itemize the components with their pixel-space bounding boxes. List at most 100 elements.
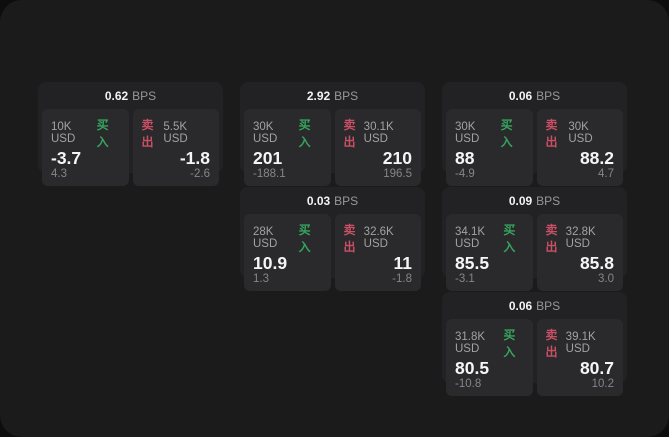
buy-panel-top: 10K USD 买入 [51, 116, 120, 150]
bps-suffix-label: BPS [334, 88, 359, 103]
sell-price: 11 [393, 253, 413, 273]
card-header: 2.92 BPS [244, 82, 421, 109]
buy-label: 买入 [298, 223, 311, 254]
card-body: 31.8K USD 买入 80.5 -10.8 卖出 39.1K USD 80.… [446, 319, 623, 396]
buy-label: 买入 [503, 223, 516, 254]
bps-value: 0.03 [306, 193, 331, 208]
card-body: 30K USD 买入 88 -4.9 卖出 30K USD 88.2 4.7 [446, 109, 623, 186]
buy-price: 85.5 [455, 253, 490, 273]
sell-price: -1.8 [179, 148, 210, 168]
card-header: 0.03 BPS [244, 187, 421, 214]
buy-label: 买入 [96, 118, 109, 149]
sell-panel-top: 卖出 39.1K USD [546, 326, 615, 360]
sell-delta: -1.8 [392, 272, 412, 285]
card-header: 0.06 BPS [446, 82, 623, 109]
sell-panel-top: 卖出 30K USD [546, 116, 615, 150]
sell-price: 80.7 [579, 358, 614, 378]
sell-delta: 4.7 [598, 167, 614, 180]
buy-panel[interactable]: 28K USD 买入 10.9 1.3 [244, 214, 331, 291]
buy-panel[interactable]: 30K USD 买入 88 -4.9 [446, 109, 533, 186]
bps-suffix-label: BPS [536, 298, 561, 313]
buy-panel-top: 34.1K USD 买入 [455, 221, 524, 255]
sell-panel-top: 卖出 5.5K USD [142, 116, 211, 150]
quote-card: 0.09 BPS 34.1K USD 买入 85.5 -3.1 卖出 [442, 187, 627, 291]
buy-panel-top: 30K USD 买入 [455, 116, 524, 150]
sell-panel-top: 卖出 32.6K USD [344, 221, 413, 255]
sell-size: 30K USD [568, 121, 593, 145]
sell-label: 卖出 [343, 223, 356, 254]
sell-panel-top: 卖出 32.8K USD [546, 221, 615, 255]
bps-suffix-label: BPS [536, 88, 561, 103]
buy-panel[interactable]: 30K USD 买入 201 -188.1 [244, 109, 331, 186]
buy-delta: -4.9 [455, 167, 475, 180]
quote-card: 0.06 BPS 30K USD 买入 88 -4.9 卖出 [442, 82, 627, 186]
sell-price: 85.8 [579, 253, 614, 273]
buy-price: 10.9 [253, 253, 288, 273]
card-body: 30K USD 买入 201 -188.1 卖出 30.1K USD 210 1… [244, 109, 421, 186]
sell-panel[interactable]: 卖出 30K USD 88.2 4.7 [536, 109, 623, 186]
sell-delta: 3.0 [598, 272, 614, 285]
bps-value: 2.92 [306, 88, 331, 103]
sell-label: 卖出 [545, 328, 558, 359]
buy-panel-top: 30K USD 买入 [253, 116, 322, 150]
sell-panel[interactable]: 卖出 32.8K USD 85.8 3.0 [536, 214, 623, 291]
sell-panel[interactable]: 卖出 32.6K USD 11 -1.8 [334, 214, 421, 291]
buy-panel[interactable]: 10K USD 买入 -3.7 4.3 [42, 109, 129, 186]
buy-label: 买入 [500, 118, 513, 149]
quote-card: 0.06 BPS 31.8K USD 买入 80.5 -10.8 卖 [442, 292, 627, 396]
bps-value: 0.06 [508, 298, 533, 313]
buy-delta: 4.3 [51, 167, 67, 180]
sell-panel[interactable]: 卖出 39.1K USD 80.7 10.2 [536, 319, 623, 396]
buy-delta: 1.3 [253, 272, 269, 285]
card-body: 10K USD 买入 -3.7 4.3 卖出 5.5K USD -1.8 -2.… [42, 109, 219, 186]
card-header: 0.62 BPS [42, 82, 219, 109]
sell-delta: 196.5 [383, 167, 412, 180]
sell-panel[interactable]: 卖出 5.5K USD -1.8 -2.6 [132, 109, 219, 186]
sell-delta: -2.6 [190, 167, 210, 180]
buy-label: 买入 [298, 118, 311, 149]
bps-suffix-label: BPS [536, 193, 561, 208]
sell-label: 卖出 [545, 118, 558, 149]
sell-label: 卖出 [141, 118, 154, 149]
card-header: 0.09 BPS [446, 187, 623, 214]
bps-suffix-label: BPS [334, 193, 359, 208]
sell-size: 5.5K USD [163, 121, 188, 145]
quote-card-grid: 0.62 BPS 10K USD 买入 -3.7 4.3 卖出 [38, 82, 627, 396]
sell-label: 卖出 [343, 118, 356, 149]
card-header: 0.06 BPS [446, 292, 623, 319]
buy-size: 10K USD [51, 121, 76, 145]
sell-delta: 10.2 [591, 377, 614, 390]
buy-size: 31.8K USD [455, 331, 486, 355]
sell-size: 30.1K USD [363, 121, 394, 145]
buy-size: 34.1K USD [455, 226, 486, 250]
card-body: 34.1K USD 买入 85.5 -3.1 卖出 32.8K USD 85.8… [446, 214, 623, 291]
buy-size: 28K USD [253, 226, 278, 250]
bps-suffix-label: BPS [132, 88, 157, 103]
buy-panel-top: 28K USD 买入 [253, 221, 322, 255]
buy-size: 30K USD [455, 121, 480, 145]
bps-value: 0.06 [508, 88, 533, 103]
sell-size: 32.6K USD [363, 226, 394, 250]
buy-price: 88 [455, 148, 475, 168]
sell-size: 39.1K USD [565, 331, 596, 355]
buy-price: 201 [253, 148, 283, 168]
sell-price: 210 [382, 148, 412, 168]
buy-panel-top: 31.8K USD 买入 [455, 326, 524, 360]
buy-price: -3.7 [51, 148, 82, 168]
buy-delta: -10.8 [455, 377, 482, 390]
buy-panel[interactable]: 31.8K USD 买入 80.5 -10.8 [446, 319, 533, 396]
buy-size: 30K USD [253, 121, 278, 145]
sell-label: 卖出 [545, 223, 558, 254]
buy-label: 买入 [503, 328, 516, 359]
bps-value: 0.62 [104, 88, 129, 103]
buy-panel[interactable]: 34.1K USD 买入 85.5 -3.1 [446, 214, 533, 291]
quote-card: 2.92 BPS 30K USD 买入 201 -188.1 卖出 [240, 82, 425, 186]
card-body: 28K USD 买入 10.9 1.3 卖出 32.6K USD 11 -1.8 [244, 214, 421, 291]
bps-value: 0.09 [508, 193, 533, 208]
quote-card: 0.62 BPS 10K USD 买入 -3.7 4.3 卖出 [38, 82, 223, 186]
sell-panel[interactable]: 卖出 30.1K USD 210 196.5 [334, 109, 421, 186]
sell-size: 32.8K USD [565, 226, 596, 250]
sell-price: 88.2 [579, 148, 614, 168]
